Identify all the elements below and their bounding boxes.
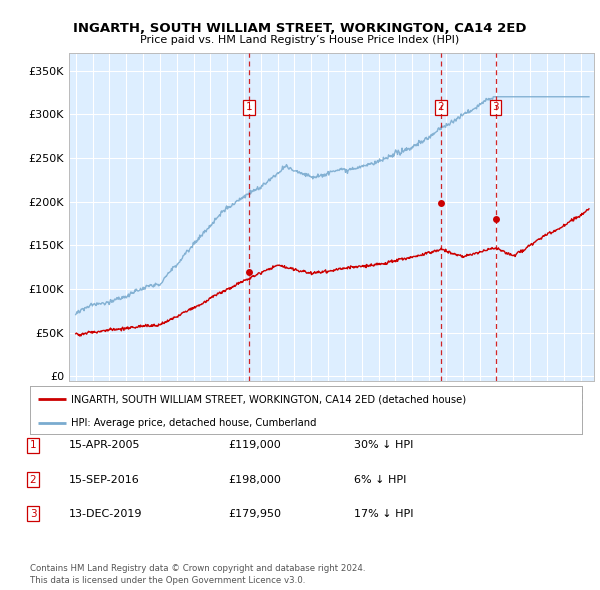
- Text: £119,000: £119,000: [228, 441, 281, 450]
- Text: 3: 3: [492, 102, 499, 112]
- Text: 1: 1: [29, 441, 37, 450]
- Text: Price paid vs. HM Land Registry’s House Price Index (HPI): Price paid vs. HM Land Registry’s House …: [140, 35, 460, 45]
- Text: 15-SEP-2016: 15-SEP-2016: [69, 475, 140, 484]
- Text: 30% ↓ HPI: 30% ↓ HPI: [354, 441, 413, 450]
- Text: 2: 2: [438, 102, 445, 112]
- Text: 3: 3: [29, 509, 37, 519]
- Text: INGARTH, SOUTH WILLIAM STREET, WORKINGTON, CA14 2ED (detached house): INGARTH, SOUTH WILLIAM STREET, WORKINGTO…: [71, 394, 467, 404]
- Text: Contains HM Land Registry data © Crown copyright and database right 2024.
This d: Contains HM Land Registry data © Crown c…: [30, 565, 365, 585]
- Text: INGARTH, SOUTH WILLIAM STREET, WORKINGTON, CA14 2ED: INGARTH, SOUTH WILLIAM STREET, WORKINGTO…: [73, 22, 527, 35]
- Text: 1: 1: [245, 102, 252, 112]
- Text: 15-APR-2005: 15-APR-2005: [69, 441, 140, 450]
- Text: £179,950: £179,950: [228, 509, 281, 519]
- Text: HPI: Average price, detached house, Cumberland: HPI: Average price, detached house, Cumb…: [71, 418, 317, 428]
- Text: 13-DEC-2019: 13-DEC-2019: [69, 509, 143, 519]
- Text: 17% ↓ HPI: 17% ↓ HPI: [354, 509, 413, 519]
- Text: 2: 2: [29, 475, 37, 484]
- Text: 6% ↓ HPI: 6% ↓ HPI: [354, 475, 406, 484]
- Text: £198,000: £198,000: [228, 475, 281, 484]
